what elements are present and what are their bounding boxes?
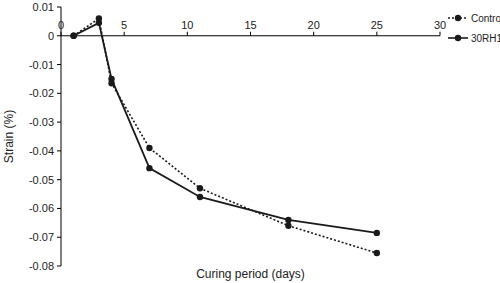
y-tick [57,237,61,238]
y-tick-label: 0 [48,30,54,42]
y-tick-label: -0.06 [29,202,54,214]
x-tick-label: 30 [434,19,446,31]
series-marker [285,217,291,223]
series-marker [285,223,291,229]
y-tick [57,93,61,94]
series-marker [96,20,102,26]
legend-label: 30RH1 [471,33,500,44]
x-tick-label: 15 [244,19,256,31]
y-tick-label: -0.04 [29,145,54,157]
x-tick [376,32,377,36]
y-tick-label: 0.01 [33,1,54,13]
series-line [74,19,377,254]
y-tick [57,7,61,8]
y-tick [57,266,61,267]
series-marker [146,165,152,171]
x-tick [250,32,251,36]
x-tick-label: 20 [308,19,320,31]
x-tick [61,32,62,36]
x-axis-label: Curing period (days) [196,267,305,281]
chart: 0.01 0 -0.01 -0.02 -0.03 -0.04 -0.05 -0.06 -0.07… [0,0,500,283]
x-tick [440,32,441,36]
series-marker [108,76,114,82]
y-tick [57,150,61,151]
y-tick [57,122,61,123]
x-tick-label: 25 [371,19,383,31]
y-tick [57,208,61,209]
series-marker [70,33,76,39]
y-tick [57,179,61,180]
y-axis [61,7,62,266]
series-marker [374,250,380,256]
legend-marker [455,15,461,21]
legend-marker [455,35,461,41]
series-marker [197,185,203,191]
y-tick-label: -0.03 [29,116,54,128]
x-tick [313,32,314,36]
series-marker [70,33,76,39]
series-marker [146,145,152,151]
legend: Control 30RH1 [448,13,500,44]
y-tick [57,35,61,36]
y-tick-label: -0.08 [29,260,54,272]
x-tick-label: 5 [121,19,127,31]
y-tick-label: -0.05 [29,174,54,186]
x-tick-label: 0 [58,19,64,31]
series-line [74,23,377,233]
x-tick [124,32,125,36]
y-tick-label: -0.02 [29,87,54,99]
y-axis-label: Strain (%) [2,110,16,163]
plot-area [70,15,380,256]
series-marker [374,230,380,236]
legend-label: Control [471,13,500,24]
y-tick-label: -0.07 [29,231,54,243]
y-tick [57,64,61,65]
x-tick-label: 10 [181,19,193,31]
x-tick [187,32,188,36]
series-marker [197,194,203,200]
y-tick-label: -0.01 [29,59,54,71]
